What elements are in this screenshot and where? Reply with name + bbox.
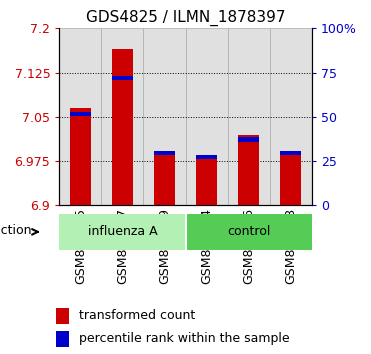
Bar <box>280 151 301 155</box>
Bar <box>70 108 91 205</box>
Bar <box>196 155 217 159</box>
Bar <box>70 112 91 116</box>
Bar <box>154 152 175 205</box>
Bar <box>270 28 312 205</box>
Text: transformed count: transformed count <box>79 309 195 322</box>
Text: infection: infection <box>0 224 33 236</box>
Bar <box>186 214 312 250</box>
Bar <box>227 28 270 205</box>
Bar <box>144 28 186 205</box>
Bar <box>112 49 133 205</box>
Bar <box>238 137 259 142</box>
Bar <box>101 28 144 205</box>
Bar <box>186 28 227 205</box>
Bar <box>56 331 69 347</box>
Text: influenza A: influenza A <box>88 225 157 238</box>
Bar <box>59 28 101 205</box>
Bar <box>238 135 259 205</box>
Bar <box>56 308 69 324</box>
Title: GDS4825 / ILMN_1878397: GDS4825 / ILMN_1878397 <box>86 9 285 25</box>
Bar <box>196 157 217 205</box>
Bar <box>154 151 175 155</box>
Bar <box>112 76 133 80</box>
Text: control: control <box>227 225 270 238</box>
Bar <box>280 152 301 205</box>
Bar <box>59 214 186 250</box>
Text: percentile rank within the sample: percentile rank within the sample <box>79 332 289 346</box>
